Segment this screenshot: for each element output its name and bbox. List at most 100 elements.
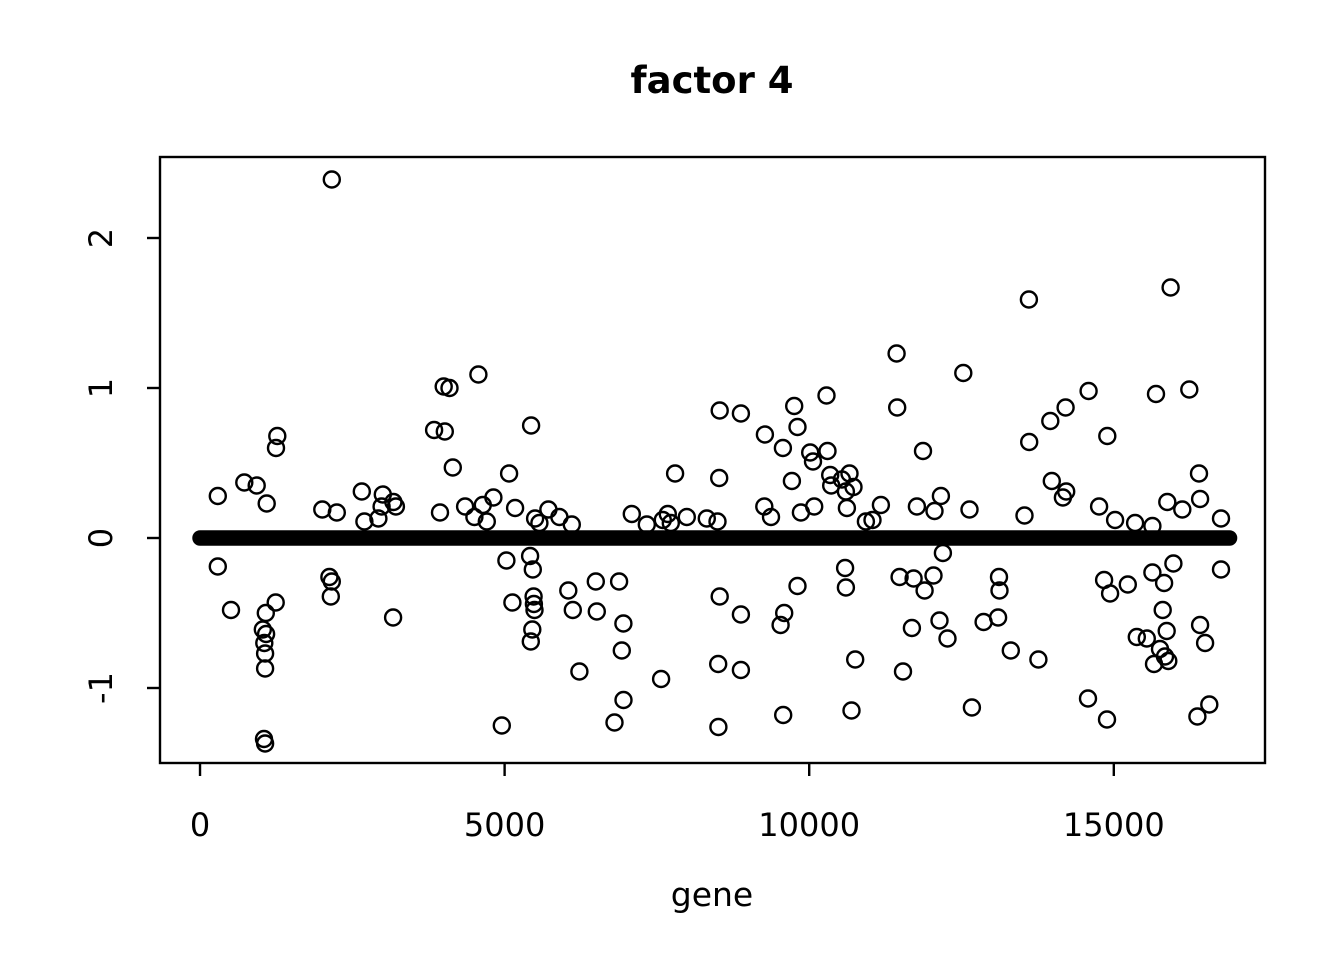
data-point	[520, 546, 540, 566]
data-point	[1161, 278, 1180, 297]
data-point	[1190, 615, 1210, 635]
x-axis-ticks: 0 5000 10000 15000	[190, 763, 1165, 844]
data-point	[586, 572, 605, 591]
data-point	[523, 560, 542, 579]
data-point	[1143, 563, 1162, 582]
data-point	[424, 420, 444, 440]
data-point	[774, 705, 793, 725]
data-point	[523, 620, 542, 639]
data-point	[1157, 621, 1176, 641]
data-point	[1019, 432, 1039, 452]
x-tick-label: 5000	[464, 806, 545, 844]
data-point	[465, 507, 484, 527]
data-point	[960, 500, 979, 519]
data-point	[904, 569, 923, 588]
data-point	[924, 566, 943, 585]
data-point	[352, 482, 371, 501]
data-point	[817, 386, 836, 405]
data-point	[890, 567, 909, 587]
y-tick-label: 0	[82, 528, 120, 548]
chart-title: factor 4	[631, 59, 794, 102]
data-point	[1019, 290, 1039, 309]
data-point	[788, 417, 807, 437]
data-point	[1164, 554, 1183, 573]
data-point	[1105, 510, 1125, 530]
data-point	[247, 476, 266, 495]
data-point	[785, 396, 804, 416]
data-point	[497, 551, 516, 570]
data-point	[989, 567, 1009, 587]
data-point	[1159, 651, 1178, 671]
data-point	[587, 602, 606, 621]
data-point	[563, 600, 582, 620]
data-point	[355, 512, 374, 531]
data-point	[372, 497, 391, 516]
data-point	[1100, 584, 1120, 603]
data-point	[622, 504, 641, 524]
data-point	[530, 513, 549, 533]
data-point	[805, 497, 824, 516]
data-point	[661, 513, 680, 533]
data-point	[256, 624, 276, 644]
data-point	[473, 495, 492, 515]
data-point	[327, 503, 346, 522]
data-point	[1146, 384, 1166, 404]
data-point	[1211, 509, 1231, 528]
data-point	[803, 452, 823, 471]
data-point	[1154, 573, 1174, 593]
data-point	[469, 365, 488, 384]
data-point	[1158, 492, 1177, 512]
data-point	[990, 581, 1009, 600]
data-point	[836, 578, 856, 597]
data-point	[887, 344, 906, 363]
data-point	[731, 660, 751, 680]
data-point	[1015, 506, 1034, 525]
data-point	[1056, 398, 1075, 417]
data-point	[651, 669, 671, 689]
data-point	[1118, 575, 1138, 594]
data-point	[313, 500, 332, 519]
data-point	[771, 615, 790, 635]
data-point	[863, 510, 882, 530]
data-point	[255, 633, 274, 653]
data-point	[1053, 488, 1073, 507]
data-point	[788, 576, 807, 596]
data-point	[208, 486, 228, 506]
data-point	[1029, 650, 1048, 669]
data-point	[837, 498, 857, 518]
data-point	[430, 503, 450, 522]
data-point	[708, 512, 727, 531]
data-point	[773, 438, 793, 458]
data-point	[253, 620, 272, 639]
data-point	[1189, 464, 1209, 483]
data-point	[369, 509, 388, 528]
data-point	[938, 629, 957, 648]
y-tick-label: 1	[82, 378, 120, 398]
data-point	[710, 401, 729, 420]
data-point	[614, 690, 633, 710]
data-point	[521, 416, 541, 435]
data-point	[435, 422, 454, 441]
data-point	[1041, 411, 1060, 431]
data-point	[856, 512, 876, 531]
data-point	[962, 698, 982, 717]
data-point	[609, 572, 629, 591]
data-point	[255, 659, 275, 678]
data-point	[954, 363, 973, 383]
y-tick-label: -1	[82, 672, 120, 704]
data-point	[570, 662, 589, 681]
data-point	[637, 515, 656, 534]
data-point	[1137, 629, 1157, 648]
data-point	[933, 543, 953, 563]
data-point	[1153, 600, 1172, 620]
y-tick-label: 2	[82, 228, 120, 248]
data-point	[988, 608, 1008, 627]
data-point	[653, 510, 672, 530]
data-point	[775, 603, 794, 623]
data-point	[818, 441, 837, 461]
x-axis-label: gene	[671, 875, 753, 914]
data-point	[1001, 641, 1020, 660]
data-point	[383, 608, 403, 627]
data-point	[710, 587, 729, 606]
